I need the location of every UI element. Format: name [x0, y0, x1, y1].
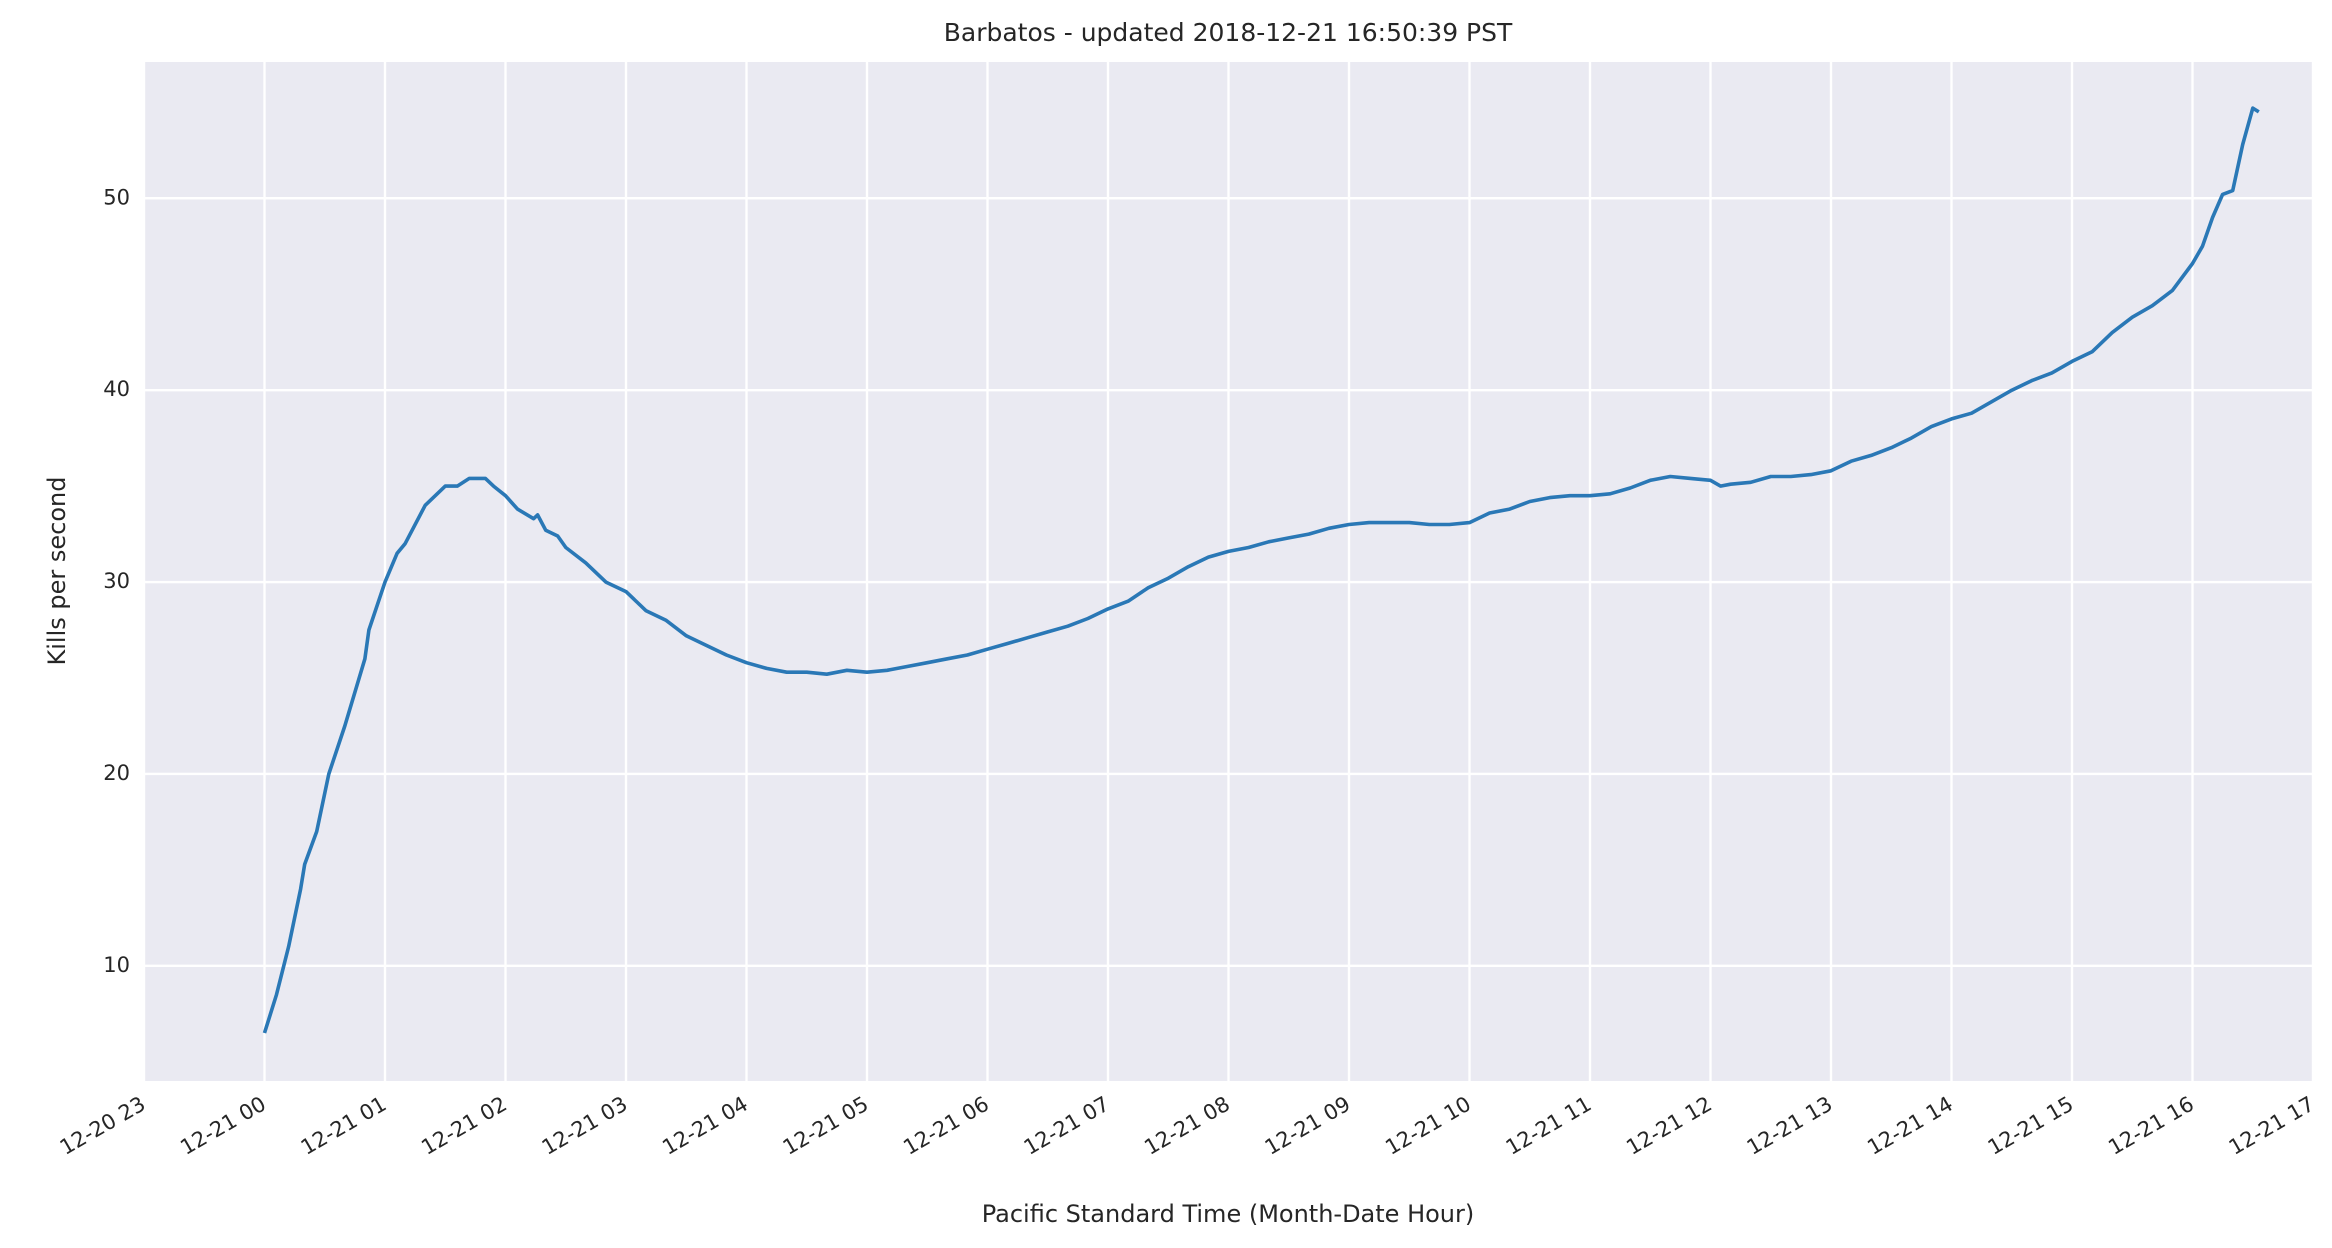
x-tick-label: 12-21 06 [899, 1092, 993, 1160]
x-tick-label: 12-21 17 [2225, 1092, 2319, 1160]
y-tick-label: 30 [103, 569, 130, 593]
x-tick-label: 12-21 12 [1622, 1092, 1716, 1160]
data-line [262, 106, 2260, 1034]
y-axis-label: Kills per second [43, 477, 71, 666]
x-tick-label: 12-21 14 [1863, 1092, 1957, 1160]
x-tick-label: 12-21 01 [297, 1092, 391, 1160]
x-tick-label: 12-21 00 [176, 1092, 270, 1160]
x-tick-label: 12-21 13 [1743, 1092, 1837, 1160]
x-tick-label: 12-21 05 [779, 1092, 873, 1160]
x-tick-label: 12-21 11 [1502, 1092, 1596, 1160]
x-tick-label: 12-21 15 [1984, 1092, 2078, 1160]
x-tick-label: 12-21 16 [2104, 1092, 2198, 1160]
y-tick-label: 20 [103, 761, 130, 785]
x-tick-label: 12-21 04 [658, 1092, 752, 1160]
x-tick-label: 12-21 07 [1020, 1092, 1114, 1160]
x-tick-label: 12-21 09 [1261, 1092, 1355, 1160]
x-axis-label: Pacific Standard Time (Month-Date Hour) [982, 1200, 1475, 1228]
chart-title: Barbatos - updated 2018-12-21 16:50:39 P… [944, 18, 1513, 47]
y-tick-label: 40 [103, 377, 130, 401]
x-tick-label: 12-20 23 [56, 1092, 150, 1160]
x-tick-label: 12-21 08 [1140, 1092, 1234, 1160]
y-tick-label: 50 [103, 185, 130, 209]
x-tick-label: 12-21 10 [1381, 1092, 1475, 1160]
x-tick-label: 12-21 03 [538, 1092, 632, 1160]
y-tick-label: 10 [103, 953, 130, 977]
x-tick-label: 12-21 02 [417, 1092, 511, 1160]
